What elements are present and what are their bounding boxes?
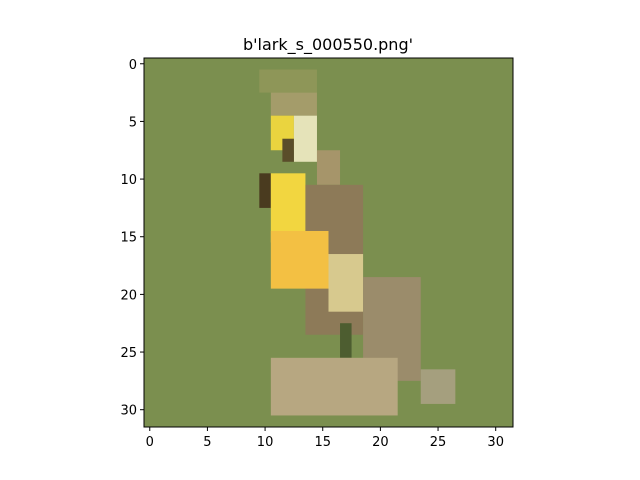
- pixel-region-leg-dark: [340, 323, 352, 358]
- pixel-region-crown: [270, 92, 317, 116]
- y-tick-label: 5: [129, 115, 137, 130]
- pixel-region-head-top: [259, 69, 317, 93]
- pixel-region-breast-dark-band: [259, 173, 271, 208]
- pixel-region-perch: [270, 357, 398, 416]
- y-tick-label: 0: [129, 58, 137, 73]
- x-axis: 0 5 10 15 20 25 30: [146, 427, 504, 450]
- chart-title: b'lark_s_000550.png': [243, 35, 413, 55]
- y-tick-label: 15: [120, 231, 137, 246]
- x-tick-label: 30: [487, 435, 504, 450]
- x-tick-label: 15: [314, 435, 331, 450]
- x-tick-label: 10: [257, 435, 274, 450]
- y-tick-label: 25: [120, 346, 137, 361]
- x-tick-label: 0: [146, 435, 154, 450]
- x-tick-label: 5: [203, 435, 211, 450]
- image-pixels: [144, 58, 513, 427]
- pixel-region-cheek-white: [293, 115, 317, 162]
- pixel-region-head-back: [316, 150, 341, 185]
- pixel-region-tail-tip: [420, 369, 456, 404]
- y-tick-label: 10: [120, 173, 137, 188]
- pixel-region-belly-pale: [328, 254, 364, 312]
- pixel-region-belly-orange: [270, 230, 329, 289]
- y-tick-label: 30: [120, 404, 137, 419]
- x-tick-label: 20: [372, 435, 389, 450]
- plot-frame: [143, 57, 514, 428]
- y-axis: 0 5 10 15 20 25 30: [120, 58, 144, 419]
- x-tick-label: 25: [430, 435, 447, 450]
- y-tick-label: 20: [120, 288, 137, 303]
- pixel-region-eye-dark: [282, 138, 294, 162]
